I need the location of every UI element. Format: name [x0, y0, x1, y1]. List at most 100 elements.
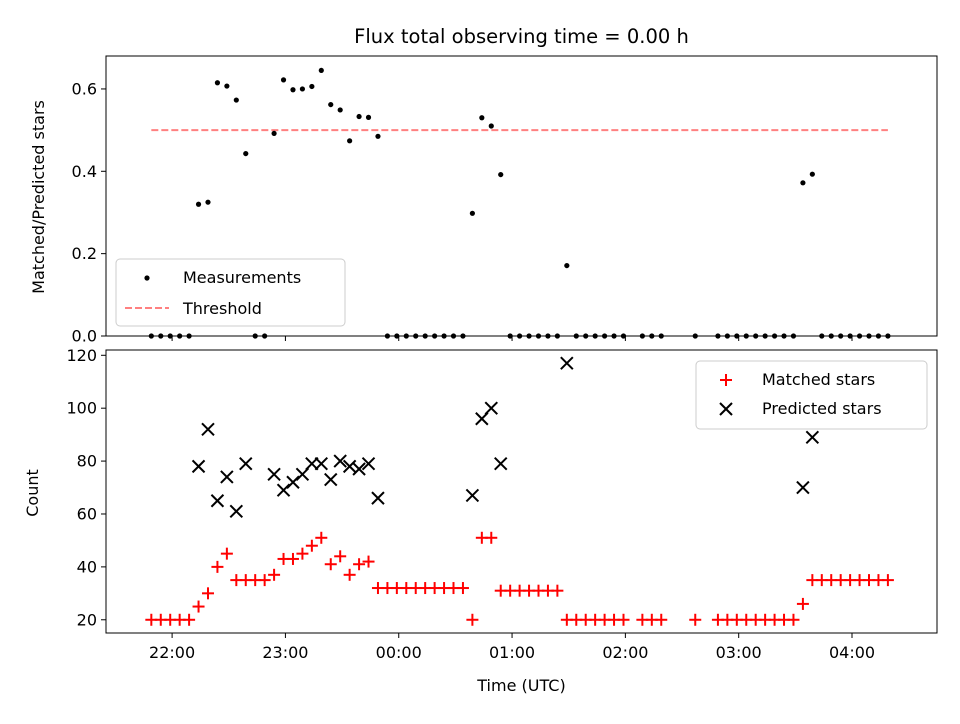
bottom-axes-frame: [105, 349, 938, 634]
top-y-tick-label: 0.2: [72, 244, 97, 263]
top-y-axis-label: Matched/Predicted stars: [29, 100, 48, 294]
predicted-star-point: [342, 459, 357, 474]
measurement-point: [498, 171, 504, 178]
top-axes: 0.0 0.2 0.4 0.6: [72, 55, 938, 346]
predicted-star-point: [201, 422, 215, 437]
matched-star-point: [286, 552, 299, 565]
matched-star-point: [201, 587, 214, 600]
matched-star-point: [258, 574, 271, 587]
matched-star-point: [324, 558, 337, 571]
top-legend-marker-measurements: [144, 275, 150, 281]
predicted-star-point: [361, 457, 376, 471]
matched-star-point: [192, 600, 205, 613]
measurement-point: [195, 201, 202, 207]
top-legend: Measurements Threshold: [115, 258, 346, 327]
matched-star-point: [334, 550, 347, 563]
measurement-point: [337, 107, 343, 113]
predicted-star-point: [191, 459, 206, 474]
measurement-point: [356, 113, 362, 120]
bottom-legend-label-matched: Matched stars: [762, 370, 875, 389]
measurement-point: [469, 210, 475, 216]
predicted-star-point: [286, 475, 300, 489]
predicted-star-point: [494, 457, 508, 471]
predicted-star-point: [210, 494, 225, 508]
measurement-point: [347, 138, 353, 144]
predicted-star-point: [371, 491, 385, 505]
matched-star-point: [466, 613, 479, 626]
measurement-point: [214, 80, 221, 86]
x-tick-label: 01:00: [489, 643, 535, 662]
predicted-star-point: [475, 412, 489, 426]
matched-star-point: [296, 547, 309, 560]
matched-star-point: [456, 582, 469, 595]
bottom-legend: Matched stars Predicted stars: [695, 360, 928, 430]
measurement-point: [205, 199, 211, 205]
predicted-star-point: [333, 454, 347, 468]
matched-star-point: [315, 531, 328, 544]
measurement-point: [488, 123, 494, 129]
predicted-star-point: [796, 480, 810, 495]
matched-star-point: [183, 613, 196, 626]
top-legend-label-threshold: Threshold: [182, 299, 262, 318]
matched-star-point: [211, 560, 224, 573]
measurement-point: [479, 115, 485, 121]
matched-star-point: [881, 574, 894, 587]
matched-star-point: [796, 597, 809, 610]
measurement-point: [328, 101, 334, 108]
chart-title: Flux total observing time = 0.00 h: [354, 25, 689, 48]
matched-star-point: [551, 584, 564, 597]
predicted-star-point: [239, 457, 253, 471]
matched-star-point: [305, 539, 318, 552]
predicted-star-point: [465, 488, 480, 503]
predicted-star-point: [276, 483, 291, 497]
predicted-star-point: [220, 470, 234, 484]
x-tick-label: 02:00: [602, 643, 648, 662]
bottom-y-tick-label: 120: [66, 346, 97, 365]
measurement-point: [809, 171, 815, 177]
matched-star-point: [353, 558, 366, 571]
bottom-legend-marker-predicted: [719, 402, 733, 416]
predicted-star-point: [267, 467, 281, 482]
measurement-point: [309, 83, 315, 90]
measurement-point: [299, 86, 306, 92]
bottom-y-axis-label: Count: [23, 469, 42, 517]
bottom-y-tick-label: 100: [66, 399, 97, 418]
bottom-y-tick-label: 40: [77, 557, 97, 576]
bottom-legend-label-predicted: Predicted stars: [762, 399, 882, 418]
predicted-star-point: [314, 457, 329, 471]
matched-star-point: [689, 613, 702, 626]
predicted-star-point: [352, 462, 366, 476]
x-tick-label: 22:00: [149, 643, 195, 662]
top-y-tick-label: 0.6: [72, 79, 97, 98]
measurement-point: [224, 83, 230, 89]
bottom-axes: 20 40 60 80 100 120 22:00 23:00 00:00 01:00 02:00 0…: [66, 346, 938, 662]
measurement-point: [290, 87, 296, 93]
predicted-star-point: [484, 401, 498, 415]
x-tick-label: 03:00: [716, 643, 762, 662]
top-y-tick-label: 0.0: [72, 327, 97, 346]
x-tick-label: 00:00: [376, 643, 422, 662]
measurement-point: [271, 130, 277, 137]
measurement-point: [564, 262, 570, 269]
top-y-tick-label: 0.4: [72, 162, 97, 181]
measurement-point: [800, 180, 806, 186]
matched-star-point: [485, 531, 498, 544]
x-axis-label: Time (UTC): [476, 676, 565, 695]
x-tick-label: 23:00: [262, 643, 308, 662]
matched-star-point: [362, 555, 375, 568]
matched-star-point: [787, 613, 800, 626]
bottom-legend-marker-matched: [720, 374, 732, 386]
bottom-y-tick-label: 20: [77, 610, 97, 629]
measurement-point: [365, 114, 372, 120]
measurement-point: [233, 97, 239, 103]
matched-star-point: [343, 568, 356, 581]
matched-star-point: [220, 547, 233, 560]
measurement-point: [243, 150, 249, 157]
x-tick-label: 04:00: [829, 643, 875, 662]
measurement-point: [280, 77, 287, 83]
predicted-star-point: [805, 430, 820, 444]
bottom-y-tick-label: 60: [77, 504, 97, 523]
measurement-point: [375, 133, 381, 139]
predicted-star-point: [324, 472, 338, 487]
